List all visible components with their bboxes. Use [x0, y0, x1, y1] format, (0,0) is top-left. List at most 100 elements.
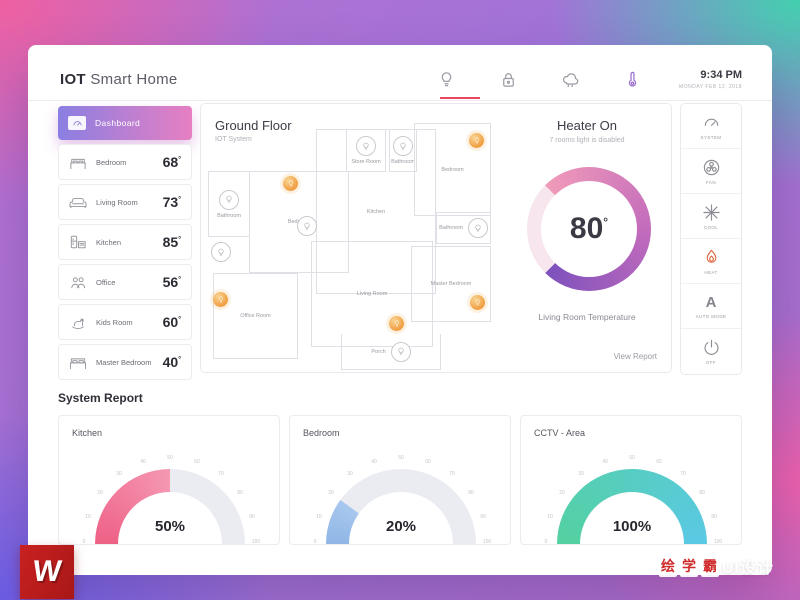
light-on-icon[interactable] [469, 133, 484, 148]
gauge-kitchen: 0 10 20 30 40 50 60 70 80 90 100 50% [70, 444, 270, 545]
light-off-icon[interactable] [393, 136, 413, 156]
system-gauge-icon [702, 113, 721, 132]
tick-label: 40 [602, 459, 608, 465]
tick-label: 40 [371, 459, 377, 465]
fan-icon [702, 158, 721, 177]
flame-icon [702, 248, 721, 267]
light-off-icon[interactable] [390, 341, 411, 362]
mode-label: OFF [705, 360, 717, 365]
temperature-tab-icon[interactable] [620, 66, 644, 92]
watermark-char: 学 [679, 555, 698, 577]
sidebar-item-bedroom[interactable]: Bedroom 68° [58, 144, 192, 180]
fp-room-label: Kitchen [366, 208, 386, 215]
light-off-icon[interactable] [219, 189, 239, 210]
gauge-title: Bedroom [303, 428, 340, 438]
mode-system[interactable]: SYSTEM [681, 104, 741, 149]
light-off-icon[interactable] [211, 242, 231, 262]
heater-title: Heater On [557, 118, 617, 133]
gauge-title: CCTV - Area [534, 428, 586, 438]
app-title-rest: Smart Home [85, 71, 178, 88]
tick-label: 80 [468, 490, 474, 496]
header-icon-bar [434, 66, 644, 92]
weather-tab-icon[interactable] [558, 66, 582, 92]
room-name: Office [96, 277, 116, 287]
tick-label: 10 [316, 514, 322, 520]
room-name: Master Bedroom [96, 357, 152, 367]
room-temp: 60° [162, 314, 181, 330]
floorplan-title: Ground Floor [215, 118, 292, 133]
sidebar-item-kids-room[interactable]: Kids Room 60° [58, 304, 192, 340]
tick-label: 50 [629, 455, 635, 461]
mode-label: COOL [703, 224, 719, 230]
active-tab-indicator [440, 97, 480, 99]
gauge-card-kitchen: Kitchen 0 10 20 30 40 50 60 70 80 90 100 50% [58, 415, 280, 545]
light-on-icon[interactable] [213, 292, 228, 307]
mode-heat[interactable]: HEAT [681, 239, 741, 284]
room-temp: 68° [162, 154, 181, 170]
light-off-icon[interactable] [467, 218, 488, 238]
tick-label: 20 [97, 490, 103, 496]
gauge-card-cctv: CCTV - Area 0 10 20 30 40 50 60 70 80 90 100 100% [520, 415, 742, 545]
mode-off[interactable]: OFF [681, 329, 741, 374]
lock-tab-icon[interactable] [496, 66, 520, 92]
mode-label: SYSTEM [700, 134, 722, 140]
tick-label: 90 [249, 514, 255, 520]
date-text: MONDAY FEB 12, 2018 [679, 84, 742, 90]
snowflake-icon [702, 203, 721, 222]
tick-label: 50 [398, 455, 404, 461]
fp-room-bathroom-right: Bathroom [436, 212, 491, 244]
room-temp: 73° [162, 194, 181, 210]
tick-label: 30 [578, 471, 584, 477]
light-on-icon[interactable] [389, 316, 404, 331]
dashboard-label: Dashboard [95, 118, 141, 128]
fp-room-kitchen: Kitchen [316, 129, 436, 294]
mode-cool[interactable]: COOL [681, 194, 741, 239]
watermark-char: 霸 [700, 555, 719, 577]
tick-label: 100 [482, 539, 492, 545]
light-on-icon[interactable] [470, 295, 485, 310]
tick-label: 60 [656, 459, 662, 465]
tick-label: 0 [544, 539, 548, 545]
gauge-title: Kitchen [72, 428, 103, 438]
mode-auto[interactable]: A AUTO MODE [681, 284, 741, 329]
fp-room-office: Office Room [213, 273, 298, 359]
tick-label: 80 [699, 490, 705, 496]
light-on-icon[interactable] [283, 176, 298, 191]
fp-room-bedroom-right: Bedroom [414, 123, 491, 216]
sidebar-item-kitchen[interactable]: Kitchen 85° [58, 224, 192, 260]
gauge-cctv: 0 10 20 30 40 50 60 70 80 90 100 100% [532, 444, 732, 545]
mode-label: HEAT [704, 269, 718, 275]
room-temp: 40° [162, 354, 181, 370]
fp-room-master-bedroom: Master Bedroom [411, 246, 491, 322]
light-off-icon[interactable] [297, 216, 317, 236]
fp-room-label: Office Room [240, 313, 271, 319]
tick-label: 10 [85, 514, 91, 520]
sofa-icon [69, 194, 87, 210]
mode-label: FAN [706, 179, 716, 185]
temperature-donut-gauge[interactable]: 80 ° [527, 167, 651, 291]
watermark-char: 绘 [658, 555, 677, 577]
temperature-value: 80 ° [569, 212, 609, 245]
sidebar-item-dashboard[interactable]: Dashboard [58, 106, 192, 140]
tick-label: 60 [194, 459, 200, 465]
mode-label: AUTO MODE [695, 313, 727, 319]
tick-label: 30 [116, 471, 122, 477]
clock: 9:34 PM MONDAY FEB 12, 2018 [679, 69, 742, 90]
light-off-icon[interactable] [356, 136, 376, 156]
sidebar-item-master-bedroom[interactable]: Master Bedroom 40° [58, 344, 192, 380]
fp-room-label: Porch [371, 348, 386, 355]
light-tab-icon[interactable] [434, 66, 458, 92]
mode-fan[interactable]: FAN [681, 149, 741, 194]
tick-label: 40 [140, 459, 146, 465]
heater-caption: Living Room Temperature [538, 312, 636, 322]
watermark: 绘 学 霸 UI设计 [658, 554, 774, 578]
tick-label: 70 [449, 471, 455, 477]
view-report-link[interactable]: View Report [613, 352, 657, 361]
room-temp: 56° [162, 274, 181, 290]
rocking-horse-icon [69, 314, 87, 330]
tick-label: 90 [480, 514, 486, 520]
sidebar-item-office[interactable]: Office 56° [58, 264, 192, 300]
tick-label: 10 [547, 514, 553, 520]
sidebar-item-living-room[interactable]: Living Room 73° [58, 184, 192, 220]
logo-letter: W [31, 555, 63, 588]
